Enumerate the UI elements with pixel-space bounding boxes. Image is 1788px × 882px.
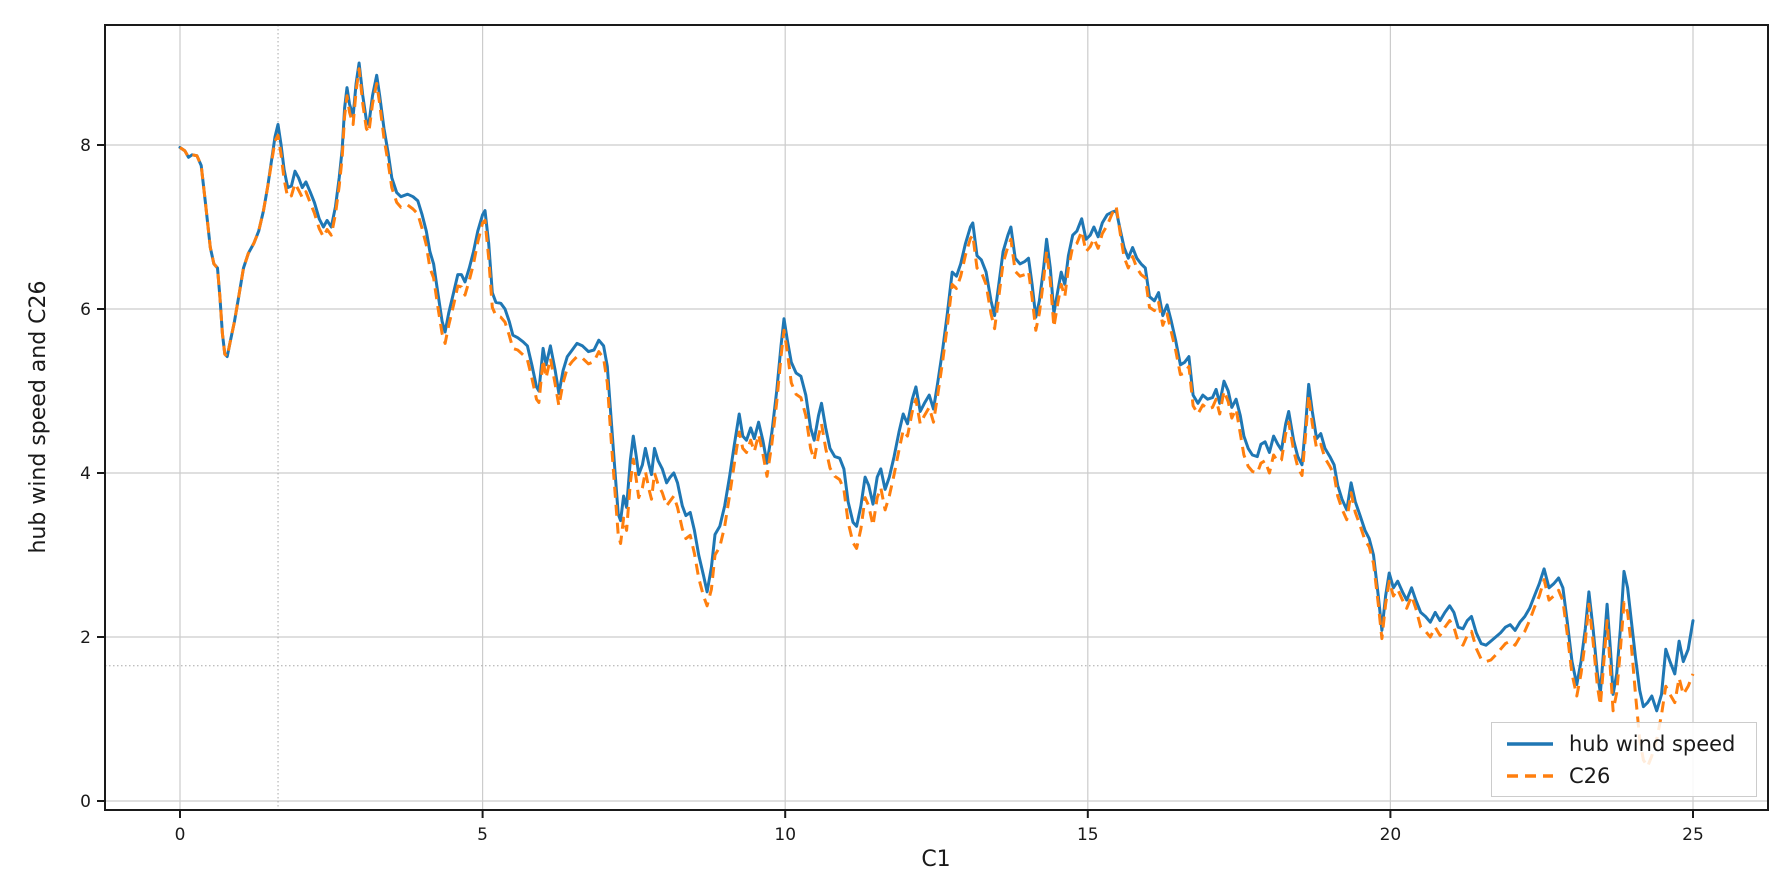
hub-wind-speed-line: [178, 61, 1695, 713]
x-tick-label: 0: [175, 825, 186, 845]
y-tick-label: 0: [80, 792, 91, 812]
x-tick-label: 15: [1077, 825, 1099, 845]
axis-ticks: [97, 144, 1694, 818]
plot-frame: [104, 24, 1769, 811]
reference-crosshair-lines: [105, 25, 1768, 810]
tick-labels: 0 5 10 15 20 25 0 2 4 6 8: [80, 136, 1704, 845]
y-tick-label: 4: [80, 464, 91, 484]
legend-entry-c26: C26: [1505, 762, 1756, 790]
hub-wind-speed-swatch-icon: [1507, 741, 1553, 746]
x-tick-label: 10: [774, 825, 796, 845]
c26-swatch-icon: [1507, 773, 1553, 778]
x-tick-label: 20: [1380, 825, 1402, 845]
gridlines: [105, 25, 1768, 810]
legend-label: C26: [1569, 763, 1611, 788]
y-axis-label: hub wind speed and C26: [26, 280, 51, 553]
y-tick-label: 8: [80, 136, 91, 156]
legend: hub wind speed C26: [1491, 722, 1757, 797]
x-tick-label: 5: [477, 825, 488, 845]
y-tick-label: 6: [80, 300, 91, 320]
legend-entry-hub-wind-speed: hub wind speed: [1505, 730, 1756, 758]
c26-line: [179, 67, 1695, 769]
x-axis-label: C1: [921, 847, 950, 872]
x-tick-label: 25: [1682, 825, 1704, 845]
legend-label: hub wind speed: [1569, 731, 1736, 756]
y-tick-label: 2: [80, 628, 91, 648]
data-series: [178, 61, 1695, 769]
